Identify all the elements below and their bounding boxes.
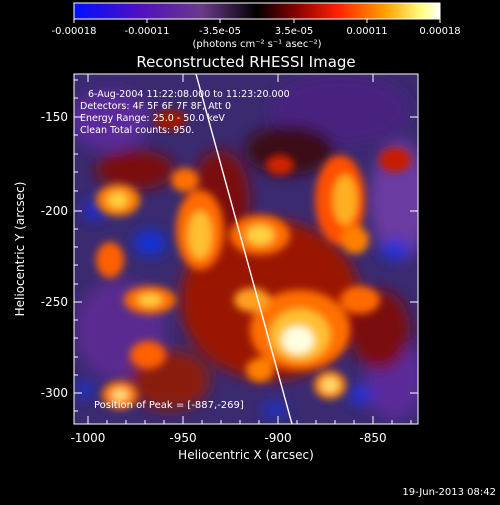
colorbar-tick-label: 3.5e-05 [275,26,313,37]
colorbar-tick-label: 0.00011 [346,26,387,37]
colorbar-tick-label: -3.5e-05 [199,26,241,37]
x-tick-label: -1000 [71,431,106,445]
plot-title: Reconstructed RHESSI Image [136,53,355,71]
y-tick-label: -200 [41,204,68,218]
annotation-energy-range: Energy Range: 25.0 - 50.0 keV [80,113,225,124]
plot-frame [73,73,419,425]
annotation-time-range: 6-Aug-2004 11:22:08.000 to 11:23:20.000 [88,89,290,100]
x-tick-label: -950 [169,431,196,445]
annotation-peak-position: Position of Peak = [-887,-269] [94,400,244,411]
colorbar [73,2,441,20]
footer-timestamp: 19-Jun-2013 08:42 [402,487,496,498]
y-tick-label: -300 [41,386,68,400]
colorbar-tick-label: 0.00018 [419,26,460,37]
annotation-detectors: Detectors: 4F 5F 6F 7F 8F, Att 0 [80,101,231,112]
y-tick-label: -250 [41,295,68,309]
y-axis-label: Heliocentric Y (arcsec) [13,182,27,317]
x-tick-label: -900 [264,431,291,445]
rhessi-image [74,74,418,424]
colorbar-tick-label: -0.00011 [125,26,170,37]
annotation-clean-counts: Clean Total counts: 950. [80,125,194,136]
colorbar-units-label: (photons cm⁻² s⁻¹ asec⁻²) [192,39,321,50]
colorbar-ticks [73,19,441,23]
y-tick-label: -150 [41,110,68,124]
x-axis-ticks [87,74,412,424]
x-tick-label: -850 [359,431,386,445]
solar-limb-line [195,74,293,424]
colorbar-tick-label: -0.00018 [52,26,97,37]
y-axis-ticks [74,79,418,412]
x-axis-label: Heliocentric X (arcsec) [178,448,314,462]
